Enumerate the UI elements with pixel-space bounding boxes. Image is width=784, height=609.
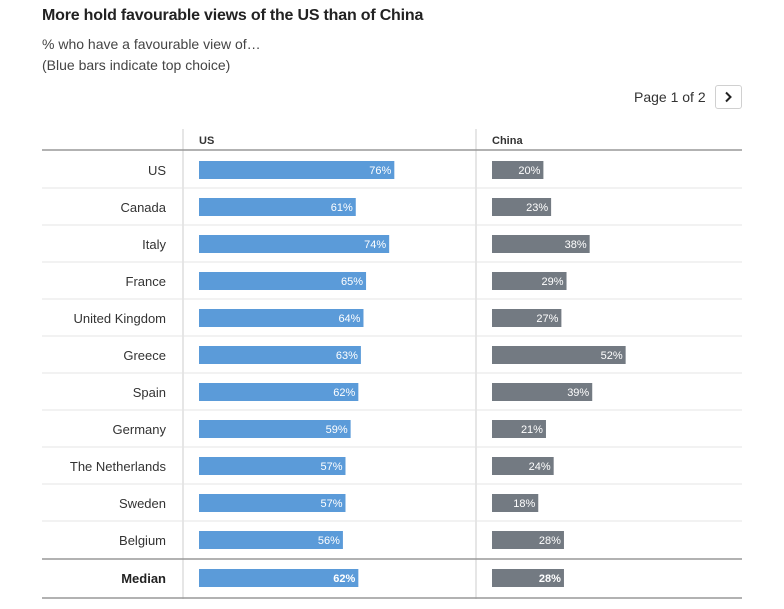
us-value-label: 62% (333, 387, 355, 399)
us-value-label: 65% (341, 276, 363, 288)
median-label: Median (121, 571, 166, 586)
china-value-label: 18% (513, 498, 535, 510)
category-label: United Kingdom (74, 311, 167, 326)
china-value-label: 38% (565, 239, 587, 251)
china-bar (492, 309, 562, 327)
column-header: US (199, 135, 214, 147)
us-value-label: 76% (369, 165, 391, 177)
china-value-label: 23% (526, 202, 548, 214)
subtitle-line-2: (Blue bars indicate top choice) (42, 57, 231, 73)
category-label: Sweden (119, 496, 166, 511)
china-bar (492, 531, 564, 549)
us-value-label: 56% (318, 535, 340, 547)
median-us-value-label: 62% (333, 573, 355, 585)
us-bar (199, 198, 356, 216)
subtitle-line-1: % who have a favourable view of… (42, 36, 261, 52)
us-bar (199, 272, 367, 290)
china-value-label: 20% (518, 165, 540, 177)
china-bar (492, 494, 539, 512)
china-value-label: 24% (529, 461, 551, 473)
us-bar (199, 457, 346, 475)
us-bar (199, 494, 346, 512)
china-bar (492, 457, 554, 475)
median-us-bar (199, 569, 359, 587)
next-page-button[interactable] (714, 85, 742, 109)
us-value-label: 61% (331, 202, 353, 214)
us-bar (199, 531, 343, 549)
china-value-label: 39% (567, 387, 589, 399)
us-value-label: 63% (336, 350, 358, 362)
us-value-label: 59% (326, 424, 348, 436)
china-bar (492, 383, 593, 401)
china-value-label: 27% (536, 313, 558, 325)
us-bar (199, 420, 351, 438)
china-bar (492, 272, 567, 290)
china-value-label: 21% (521, 424, 543, 436)
us-value-label: 57% (320, 498, 342, 510)
column-header: China (492, 135, 523, 147)
china-bar (492, 346, 626, 364)
china-bar (492, 235, 590, 253)
category-label: Italy (142, 237, 166, 252)
china-value-label: 29% (541, 276, 563, 288)
us-bar (199, 161, 395, 179)
category-label: France (126, 274, 166, 289)
us-bar (199, 309, 364, 327)
china-bar (492, 198, 552, 216)
china-bar (492, 161, 544, 179)
category-label: US (148, 163, 166, 178)
category-label: Germany (113, 422, 167, 437)
pagination: Page 1 of 2 (634, 84, 742, 110)
us-bar (199, 383, 359, 401)
category-label: Spain (133, 385, 166, 400)
chevron-right-icon (725, 91, 733, 103)
chart-subtitle: % who have a favourable view of… (Blue b… (42, 34, 261, 76)
us-value-label: 57% (320, 461, 342, 473)
chart-title: More hold favourable views of the US tha… (42, 7, 424, 24)
median-china-bar (492, 569, 564, 587)
us-bar (199, 235, 390, 253)
china-bar (492, 420, 546, 438)
category-label: Belgium (119, 533, 166, 548)
median-china-value-label: 28% (539, 573, 561, 585)
category-label: Greece (123, 348, 166, 363)
china-value-label: 28% (539, 535, 561, 547)
category-label: The Netherlands (70, 459, 167, 474)
us-value-label: 74% (364, 239, 386, 251)
page-indicator: Page 1 of 2 (634, 89, 706, 105)
us-value-label: 64% (338, 313, 360, 325)
us-bar (199, 346, 361, 364)
category-label: Canada (120, 200, 166, 215)
china-value-label: 52% (601, 350, 623, 362)
